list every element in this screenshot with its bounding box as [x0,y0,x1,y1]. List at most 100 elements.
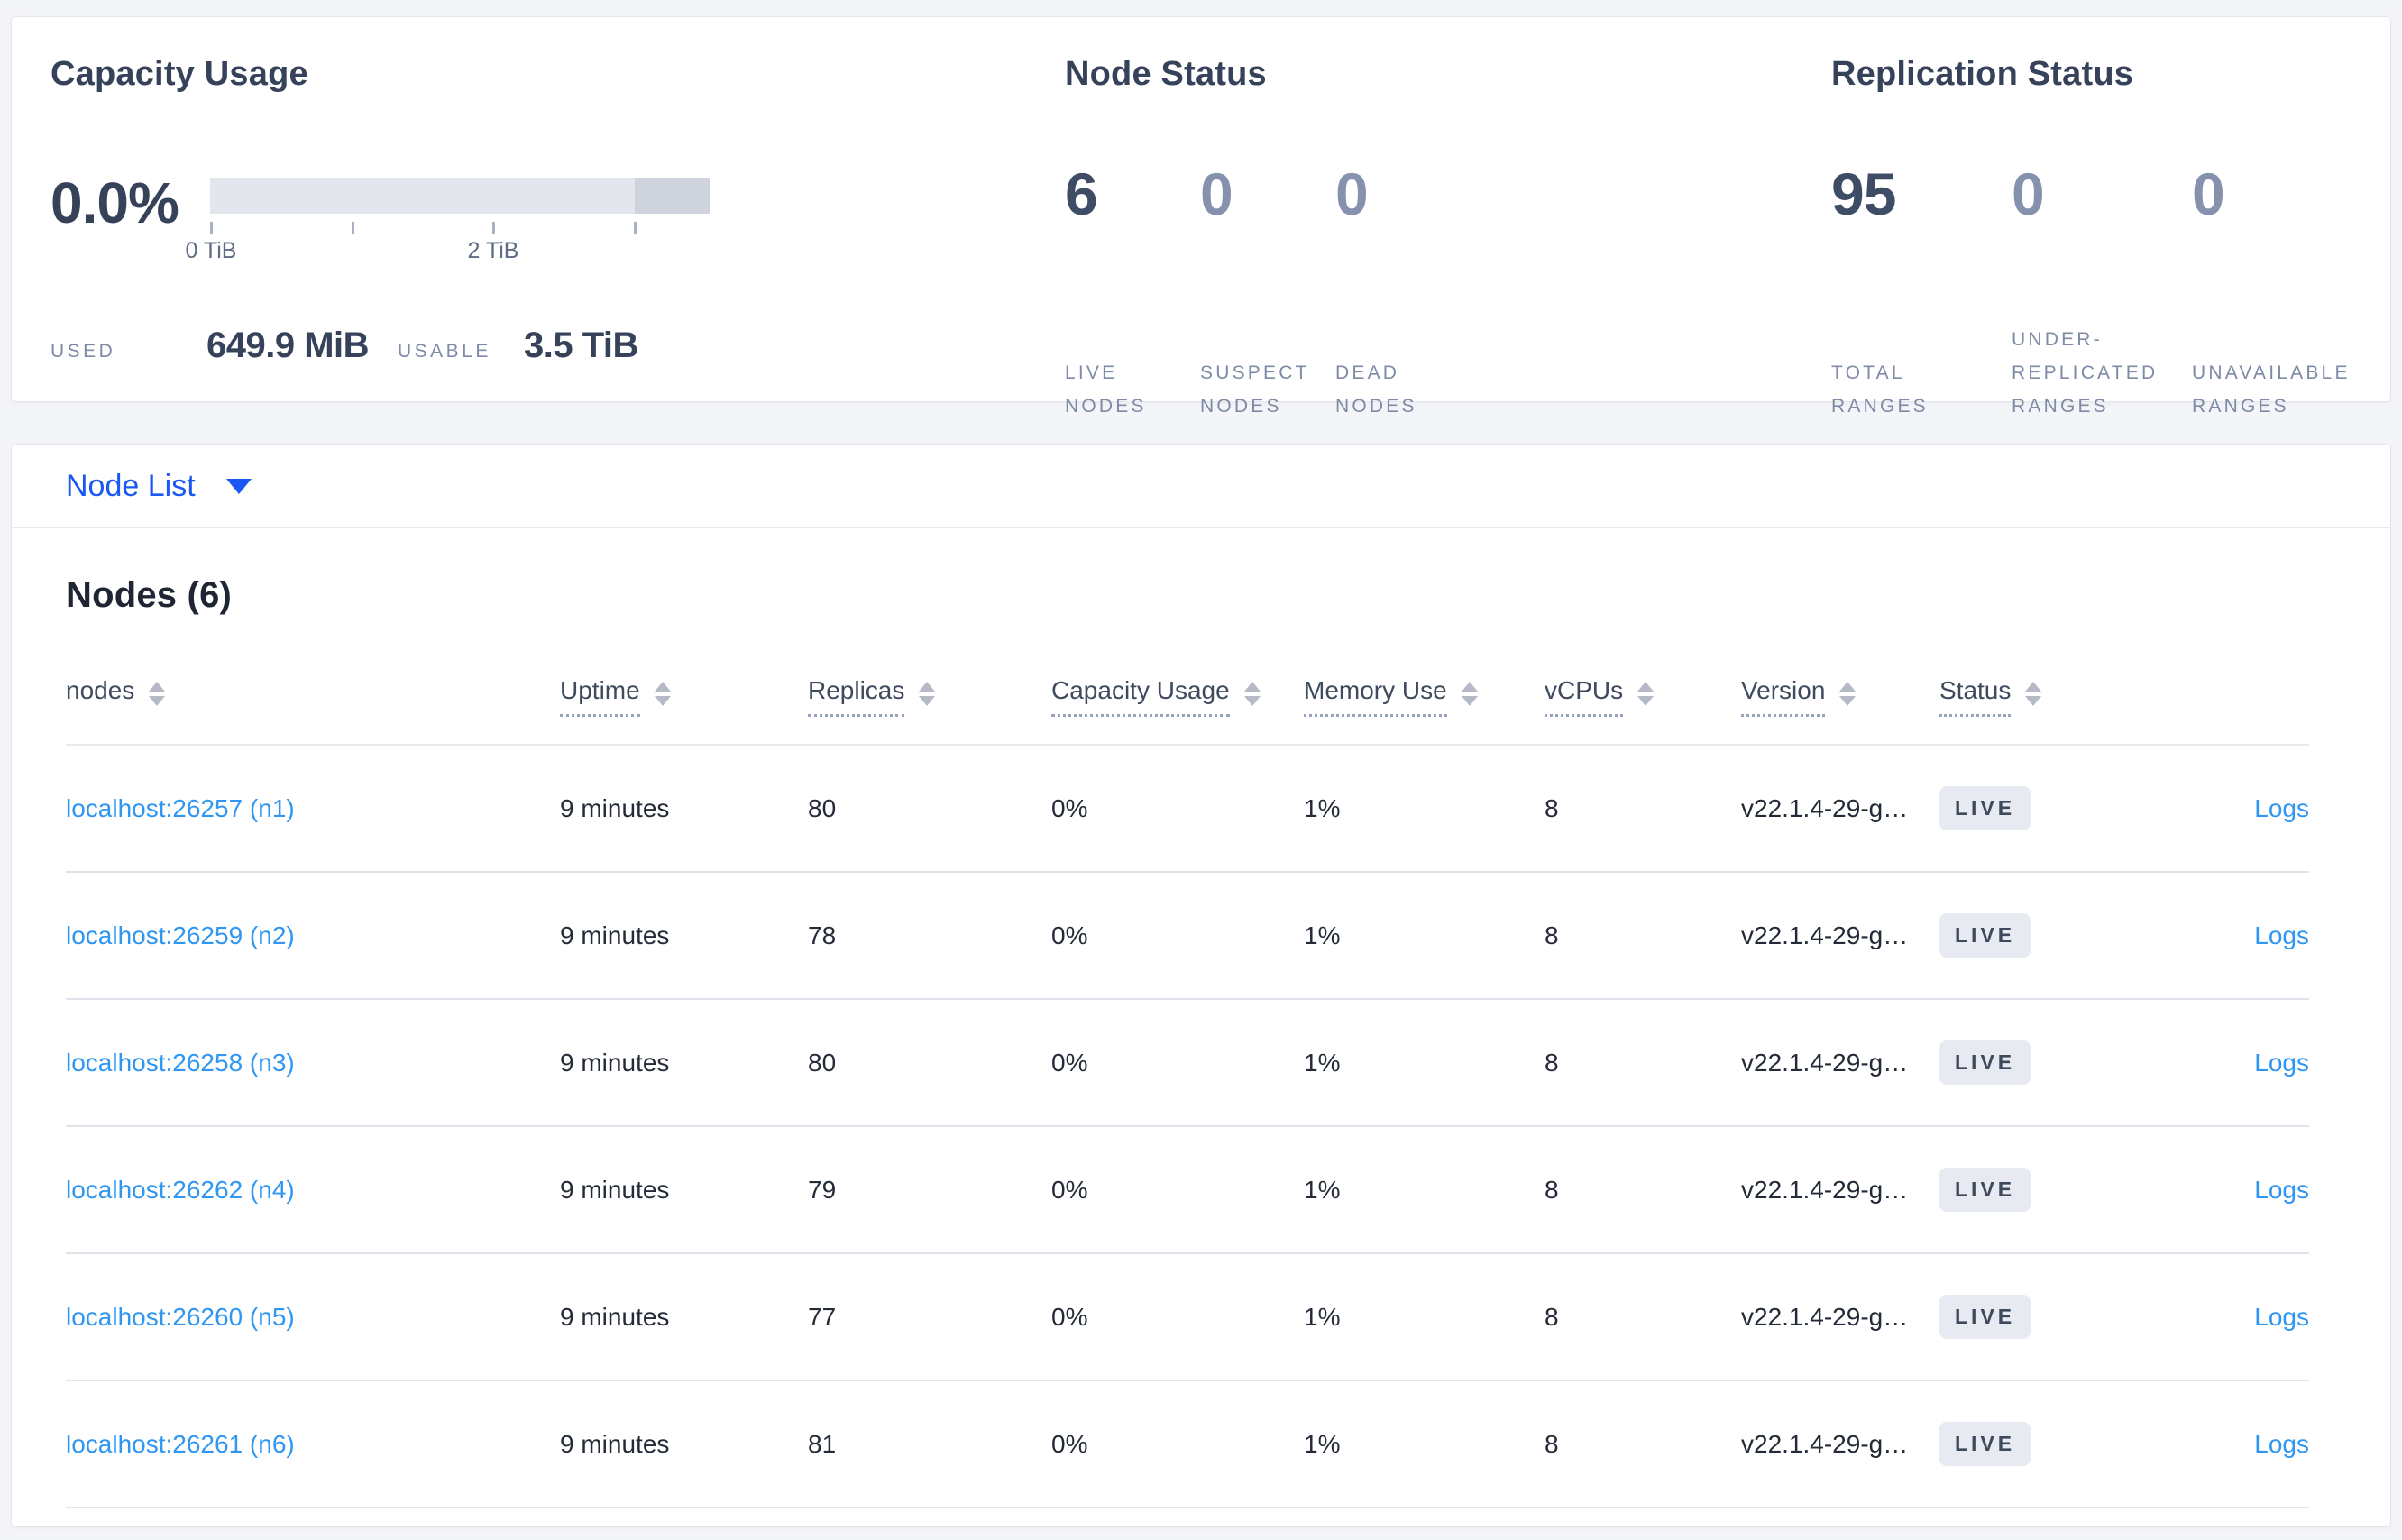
node-list-card: Node List Nodes (6) nodes Uptime Replicas C… [11,444,2391,1527]
vcpus-cell: 8 [1545,793,1559,822]
capacity-axis-ticks [210,222,710,234]
logs-link[interactable]: Logs [2254,921,2309,949]
memory-use-cell: 1% [1304,921,1341,949]
column-header-label: Replicas [808,675,905,717]
node-list-dropdown-label: Node List [66,468,196,503]
memory-use-cell: 1% [1304,1302,1341,1331]
column-header-replicas[interactable]: Replicas [808,675,1051,717]
sort-desc-arrow [149,695,166,706]
node-link[interactable]: localhost:26260 (n5) [66,1302,295,1331]
logs-link[interactable]: Logs [2254,793,2309,822]
node-link[interactable]: localhost:26262 (n4) [66,1175,295,1204]
sort-desc-arrow [1243,695,1261,706]
memory-use-cell: 1% [1304,1429,1341,1458]
column-header-memory-use[interactable]: Memory Use [1304,675,1545,717]
sort-desc-arrow [1461,695,1478,706]
vcpus-cell: 8 [1545,1175,1559,1204]
capacity-used-label: USED [50,341,116,362]
uptime-cell: 9 minutes [560,1175,670,1204]
node-status-stats: 6 LIVE NODES 0 SUSPECT NODES 0 DEAD NODES [1065,152,1471,423]
node-cell: localhost:26257 (n1) [66,794,560,823]
capacity-axis-labels: 0 TiB 2 TiB [186,238,710,265]
logs-link[interactable]: Logs [2254,1048,2309,1077]
capacity-usage-section: Capacity Usage 0.0% 0 TiB 2 TiB USED 649.… [50,55,997,365]
chevron-down-icon [225,478,252,494]
status-cell: LIVE [1939,1168,2169,1212]
table-row: localhost:26257 (n1) 9 minutes 80 0% 1% 8 v22.… [66,746,2309,873]
column-header-label: Uptime [560,675,640,717]
sort-icon [654,681,671,706]
sort-asc-arrow [2025,681,2042,692]
column-header-label: Status [1939,675,2012,717]
node-link[interactable]: localhost:26261 (n6) [66,1429,295,1458]
logs-cell: Logs [2169,921,2309,950]
node-link[interactable]: localhost:26258 (n3) [66,1048,295,1077]
capacity-usable-value: 3.5 TiB [524,325,638,365]
column-header-status[interactable]: Status [1939,675,2169,717]
stat-value: 0 [2192,160,2225,227]
nodes-table-header-row: nodes Uptime Replicas Capacity Usage Memory … [66,648,2309,746]
replicas-cell: 80 [808,793,837,822]
view-selector-bar: Node List [12,445,2390,528]
nodes-table-container: Nodes (6) nodes Uptime Replicas Capacity Us… [12,528,2390,1508]
logs-link[interactable]: Logs [2254,1302,2309,1331]
capacity-axis-tick-label: 2 TiB [467,238,519,263]
sort-asc-arrow [1839,681,1857,692]
uptime-cell: 9 minutes [560,1429,670,1458]
sort-desc-arrow [1839,695,1857,706]
node-cell: localhost:26258 (n3) [66,1049,560,1077]
node-list-dropdown[interactable]: Node List [66,469,252,504]
sort-desc-arrow [654,695,671,706]
capacity-axis-tick-label: 0 TiB [185,238,237,263]
status-badge: LIVE [1939,1295,2031,1339]
nodes-table-body: localhost:26257 (n1) 9 minutes 80 0% 1% 8 v22.… [66,746,2309,1508]
capacity-usage-chart: 0.0% 0 TiB 2 TiB [50,161,710,265]
column-header-capacity-usage[interactable]: Capacity Usage [1051,675,1304,717]
capacity-bar-reserved-segment [635,178,710,214]
summary-stat: 0 SUSPECT NODES [1200,152,1335,423]
version-cell: v22.1.4-29-g… [1741,1048,1909,1077]
capacity-usage-cell: 0% [1051,921,1088,949]
capacity-usage-cell: 0% [1051,1429,1088,1458]
sort-asc-arrow [1637,681,1655,692]
replication-status-title: Replication Status [1831,55,2134,93]
status-cell: LIVE [1939,786,2169,830]
replicas-cell: 78 [808,921,837,949]
column-header-version[interactable]: Version [1741,675,1939,717]
summary-stat: 0 UNAVAILABLE RANGES [2192,152,2372,423]
status-badge: LIVE [1939,1040,2031,1085]
uptime-cell: 9 minutes [560,793,670,822]
replicas-cell: 81 [808,1429,837,1458]
uptime-cell: 9 minutes [560,921,670,949]
version-cell: v22.1.4-29-g… [1741,921,1909,949]
version-cell: v22.1.4-29-g… [1741,793,1909,822]
version-cell: v22.1.4-29-g… [1741,1302,1909,1331]
status-badge: LIVE [1939,786,2031,830]
stat-label: TOTAL RANGES [1831,362,1929,417]
node-link[interactable]: localhost:26259 (n2) [66,921,295,949]
summary-stat: 6 LIVE NODES [1065,152,1200,423]
logs-link[interactable]: Logs [2254,1429,2309,1458]
column-header-nodes[interactable]: nodes [66,675,560,717]
stat-value: 95 [1831,160,1896,227]
column-header-label: Version [1741,675,1826,717]
column-header-label: vCPUs [1545,675,1624,717]
node-status-section: Node Status 6 LIVE NODES 0 SUSPECT NODES 0 DE… [1065,55,1750,417]
column-header-vcpus[interactable]: vCPUs [1545,675,1741,717]
capacity-used-value: 649.9 MiB [206,325,370,365]
capacity-axis-tick [634,222,637,234]
sort-asc-arrow [149,681,166,692]
summary-stat: 95 TOTAL RANGES [1831,152,2012,423]
sort-desc-arrow [919,695,936,706]
summary-stat: 0 UNDER-REPLICATED RANGES [2012,152,2192,423]
stat-value: 0 [1335,160,1369,227]
table-row: localhost:26259 (n2) 9 minutes 78 0% 1% 8 v22.… [66,873,2309,1000]
sort-icon [1637,681,1655,706]
node-link[interactable]: localhost:26257 (n1) [66,793,295,822]
column-header-uptime[interactable]: Uptime [560,675,808,717]
vcpus-cell: 8 [1545,1302,1559,1331]
logs-link[interactable]: Logs [2254,1175,2309,1204]
uptime-cell: 9 minutes [560,1048,670,1077]
capacity-usage-title: Capacity Usage [50,55,308,93]
